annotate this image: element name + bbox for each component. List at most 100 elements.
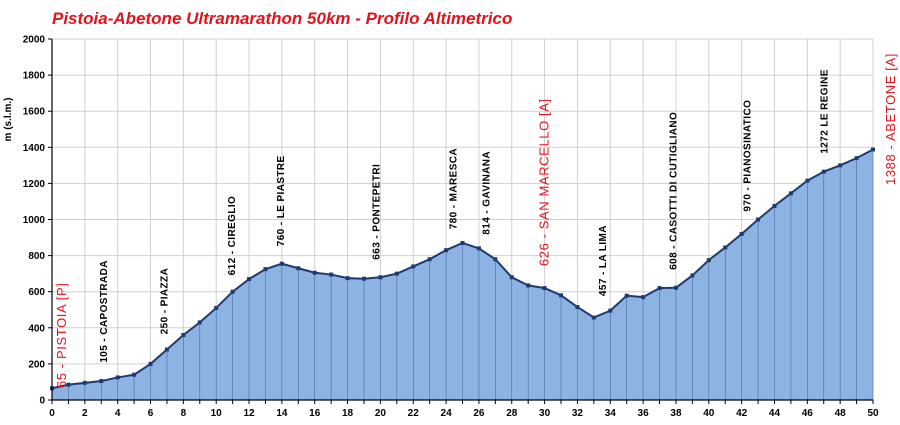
- elevation-area: [51, 148, 874, 400]
- annotation-label: 250 - PIAZZA: [160, 268, 171, 334]
- annotation-label: 105 - CAPOSTRADA: [99, 260, 110, 363]
- y-tick-label: 1200: [23, 179, 46, 190]
- data-point: [427, 257, 432, 262]
- x-tick-label: 28: [506, 408, 518, 419]
- data-point: [493, 257, 498, 262]
- annotation-label: 65 - PISTOIA [P]: [54, 283, 69, 388]
- data-point: [805, 178, 810, 183]
- data-point: [230, 289, 235, 294]
- x-tick-label: 10: [211, 408, 223, 419]
- data-point: [181, 333, 186, 338]
- x-tick-label: 6: [148, 408, 154, 419]
- annotation-label: 1272 LE REGINE: [820, 69, 831, 154]
- x-tick-label: 18: [342, 408, 354, 419]
- x-tick-label: 36: [638, 408, 650, 419]
- x-tick-label: 30: [539, 408, 551, 419]
- x-tick-label: 16: [309, 408, 321, 419]
- data-point: [378, 275, 383, 280]
- data-point: [756, 217, 761, 222]
- x-tick-label: 34: [605, 408, 617, 419]
- data-point: [263, 267, 268, 272]
- annotation-label: 626 - SAN MARCELLO [A]: [537, 98, 552, 266]
- data-point: [821, 169, 826, 174]
- y-tick-label: 200: [28, 359, 45, 370]
- x-tick-label: 40: [703, 408, 715, 419]
- x-tick-label: 44: [769, 408, 781, 419]
- data-point: [329, 272, 334, 277]
- annotation-label: 663 - PONTEPETRI: [371, 164, 382, 260]
- y-tick-label: 0: [39, 396, 45, 407]
- y-tick-label: 1800: [23, 71, 46, 82]
- data-point: [164, 347, 169, 352]
- y-tick-label: 600: [28, 287, 45, 298]
- data-point: [739, 231, 744, 236]
- annotation-label: 1388 - ABETONE [A]: [883, 53, 898, 185]
- x-tick-label: 50: [867, 408, 879, 419]
- data-point: [82, 380, 87, 385]
- data-point: [559, 293, 564, 298]
- annotation-label: 608 - CASOTTI DI CUTIGLIANO: [669, 112, 680, 270]
- data-point: [99, 379, 104, 384]
- y-tick-label: 2000: [23, 35, 46, 46]
- data-point: [279, 261, 284, 266]
- data-point: [854, 156, 859, 161]
- x-tick-label: 0: [49, 408, 55, 419]
- data-point: [608, 308, 613, 313]
- x-tick-label: 42: [736, 408, 748, 419]
- x-tick-label: 32: [572, 408, 584, 419]
- profile-markers: [50, 147, 875, 391]
- x-tick-label: 20: [375, 408, 387, 419]
- data-point: [296, 266, 301, 271]
- data-point: [690, 273, 695, 278]
- data-point: [838, 163, 843, 168]
- annotation-label: 457 - LA LIMA: [598, 225, 609, 296]
- x-tick-label: 24: [441, 408, 453, 419]
- x-tick-label: 38: [670, 408, 682, 419]
- data-point: [394, 271, 399, 276]
- annotation-label: 970 - PIANOSINATICO: [743, 100, 754, 212]
- data-point: [214, 305, 219, 310]
- data-point: [788, 191, 793, 196]
- y-tick-labels: 0 200 400 600 800 1000 1200 1400 1600 1800 2000: [23, 35, 46, 407]
- data-point: [542, 286, 547, 291]
- data-point: [345, 276, 350, 281]
- annotation-label: 760 - LE PIASTRE: [276, 155, 287, 246]
- y-tick-label: 1000: [23, 215, 46, 226]
- data-point: [312, 270, 317, 275]
- data-point: [673, 285, 678, 290]
- data-point: [115, 375, 120, 380]
- x-tick-label: 12: [243, 408, 255, 419]
- x-tick-label: 4: [115, 408, 121, 419]
- data-point: [148, 361, 153, 366]
- x-tick-labels: 0 2 4 6 8 10 12 14 16 18 20 22 24 26 28 30 32 34 36 38 40 42 4…: [49, 408, 879, 419]
- data-point: [772, 203, 777, 208]
- x-tick-label: 26: [473, 408, 485, 419]
- chart-title: Pistoia-Abetone Ultramarathon 50km - Pro…: [52, 9, 512, 28]
- data-point: [641, 295, 646, 300]
- data-point: [66, 382, 71, 387]
- data-point: [575, 305, 580, 310]
- y-tick-label: 400: [28, 323, 45, 334]
- data-point: [706, 258, 711, 263]
- data-point: [591, 315, 596, 320]
- data-point: [624, 293, 629, 298]
- annotation-label: 814 - GAVINANA: [481, 151, 492, 235]
- data-point: [460, 240, 465, 245]
- data-point: [526, 283, 531, 288]
- x-tick-label: 8: [181, 408, 187, 419]
- data-point: [657, 286, 662, 291]
- x-tick-label: 14: [276, 408, 288, 419]
- annotation-label: 612 - CIREGLIO: [227, 196, 238, 276]
- x-tick-label: 22: [408, 408, 420, 419]
- y-tick-label: 800: [28, 251, 45, 262]
- data-point: [197, 320, 202, 325]
- location-annotations: 65 - PISTOIA [P] 105 - CAPOSTRADA 250 - PI…: [54, 53, 898, 388]
- x-tick-label: 46: [802, 408, 814, 419]
- data-point: [132, 372, 137, 377]
- data-point: [723, 245, 728, 250]
- y-axis-label: m (s.l.m.): [3, 98, 14, 142]
- y-tick-label: 1400: [23, 143, 46, 154]
- data-point: [871, 147, 875, 152]
